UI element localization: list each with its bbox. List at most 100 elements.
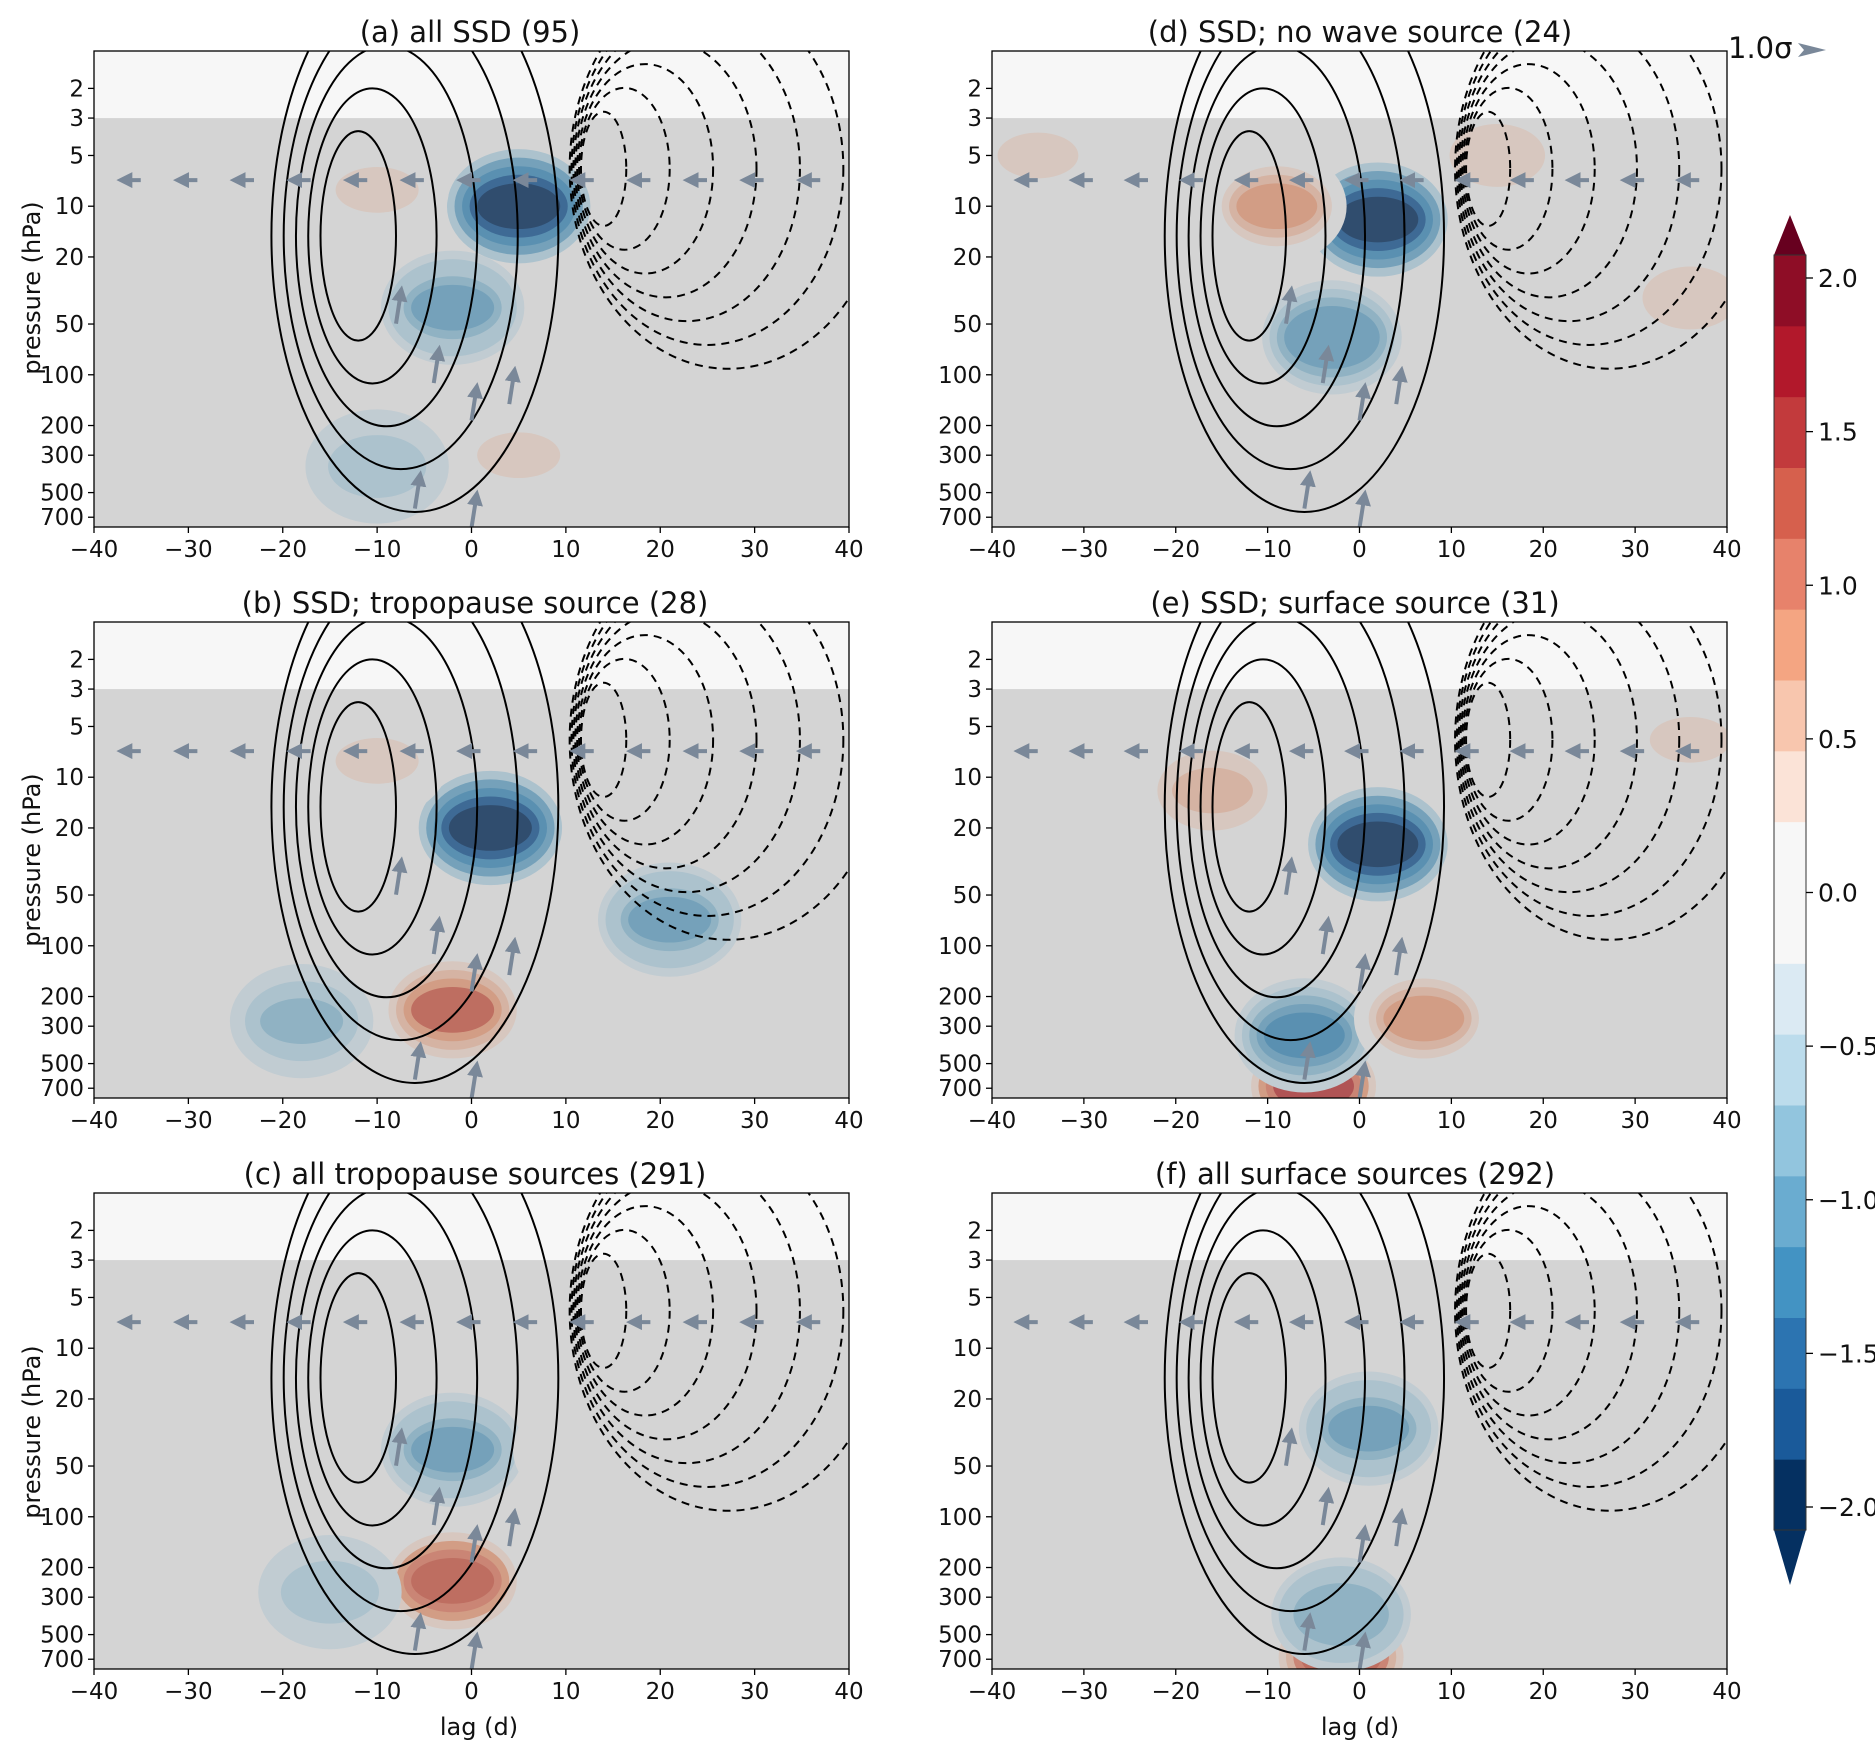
x-tick-label: −40	[70, 1108, 119, 1134]
x-tick-label: −10	[1243, 1108, 1292, 1134]
x-tick-label: −10	[353, 537, 402, 563]
x-tick-label: 10	[1437, 1108, 1466, 1134]
y-tick-label: 3	[967, 1248, 982, 1274]
anomaly-blob	[1649, 716, 1727, 763]
anomaly-blob	[628, 896, 712, 943]
colorbar-tick-label: 1.0	[1818, 571, 1858, 600]
contour-negative	[1457, 1193, 1681, 1465]
contour-negative	[1465, 110, 1512, 227]
colorbar-tick-label: 2.0	[1818, 264, 1858, 293]
colorbar-segment	[1774, 1459, 1806, 1531]
contour-negative	[574, 1193, 758, 1441]
flux-arrow	[504, 936, 521, 976]
x-tick-label: 0	[1352, 1679, 1367, 1705]
anomaly-blob	[260, 998, 344, 1044]
contour-negative	[574, 622, 758, 870]
contour-negative	[579, 681, 628, 798]
contour-positive	[270, 1193, 560, 1655]
anomaly-blob	[760, 250, 844, 297]
x-tick-label: 0	[464, 1679, 479, 1705]
field-layer	[992, 622, 1727, 1098]
flux-arrow	[467, 382, 483, 421]
panel-e: (e) SSD; surface source (31) −40 −30 −20 −1…	[938, 586, 1742, 1134]
y-tick-label: 300	[40, 1014, 84, 1040]
x-tick-label: 30	[1620, 537, 1649, 563]
contour-layer	[270, 51, 849, 513]
colorbar-segment	[1774, 1246, 1806, 1318]
y-tick-label: 500	[40, 1052, 84, 1078]
y-tick-label: 200	[40, 1556, 84, 1582]
y-tick-label: 2	[69, 76, 84, 102]
panel-title: (c) all tropopause sources (291)	[244, 1157, 707, 1191]
contour-negative	[1463, 1228, 1554, 1393]
y-tick-label: 700	[40, 1647, 84, 1673]
x-tick-label: −40	[70, 1679, 119, 1705]
contour-negative	[1465, 681, 1512, 798]
x-tick-label: −20	[1151, 1679, 1200, 1705]
y-tick-label: 500	[40, 1623, 84, 1649]
flux-arrow	[1299, 470, 1316, 509]
anomaly-blob	[1337, 196, 1419, 243]
contour-negative	[570, 622, 845, 917]
y-tick-label: 20	[953, 245, 982, 271]
field-layer	[94, 51, 849, 527]
contour-positive	[1163, 51, 1445, 513]
contour-positive	[307, 87, 438, 385]
x-tick-label: −30	[1060, 1679, 1109, 1705]
flux-arrow	[504, 365, 521, 405]
flux-arrow	[1299, 1041, 1316, 1080]
panel-d: (d) SSD; no wave source (24) −40 −30 −20 −1…	[938, 15, 1742, 563]
x-tick-label: −10	[353, 1108, 402, 1134]
contour-positive	[1211, 1272, 1287, 1484]
anomaly-blob	[1429, 1493, 1511, 1540]
contour-positive	[270, 622, 560, 1084]
contour-layer	[1163, 622, 1727, 1084]
x-tick-label: 10	[1437, 1679, 1466, 1705]
flux-arrow	[1318, 1486, 1335, 1526]
colorbar-extend-down-icon	[1774, 1530, 1806, 1585]
contour-negative	[579, 1252, 628, 1369]
x-tick-label: 20	[1529, 1679, 1558, 1705]
contour-negative	[576, 1205, 715, 1417]
y-tick-label: 300	[938, 1585, 982, 1611]
contour-negative	[568, 622, 849, 941]
colorbar-tick-label: −1.0	[1818, 1186, 1875, 1215]
y-tick-label: 3	[69, 1248, 84, 1274]
flux-arrow	[429, 344, 446, 384]
contour-negative	[1461, 634, 1596, 846]
contour-positive	[294, 1193, 479, 1570]
x-tick-label: 30	[1620, 1679, 1649, 1705]
y-tick-label: 3	[69, 106, 84, 132]
y-tick-label: 5	[967, 714, 982, 740]
panel-f: (f) all surface sources (292) −40 −30 −20−…	[938, 1157, 1742, 1741]
y-tick-label: 2	[967, 1218, 982, 1244]
field-layer	[94, 1193, 849, 1669]
contour-positive	[1211, 130, 1287, 342]
flux-arrow	[1355, 953, 1371, 992]
contour-positive	[1163, 1193, 1445, 1655]
plot-area: −40 −30 −20 −10 0 10 20 30 40 2 3 5 10 20 50 100 200 300 5…	[938, 50, 1742, 563]
quiver-key-label: 1.0σ	[1728, 31, 1793, 65]
x-tick-label: 10	[551, 537, 580, 563]
colorbar: 2.0 1.5 1.0 0.5 0.0 −0.5 −1.0 −1.5 −2.0	[1773, 215, 1875, 1585]
colorbar-segment	[1774, 609, 1806, 681]
flux-arrow	[1355, 382, 1371, 421]
x-tick-label: 40	[1712, 1679, 1741, 1705]
plot-area: −40 −30 −20 −10 0 10 20 30 40 2 3 5 10 20 50 100 200 300 5…	[938, 1192, 1742, 1705]
colorbar-tick-label: 0.0	[1818, 879, 1858, 908]
field-layer	[94, 622, 849, 1098]
x-tick-label: −20	[258, 1679, 307, 1705]
panel-title: (b) SSD; tropopause source (28)	[242, 586, 709, 620]
y-tick-label: 700	[40, 505, 84, 531]
y-tick-label: 50	[953, 1454, 982, 1480]
anomaly-blob	[411, 987, 495, 1033]
flux-arrow	[410, 470, 427, 509]
y-tick-label: 50	[55, 312, 84, 338]
flux-arrow	[1318, 915, 1335, 955]
x-tick-label: −20	[1151, 537, 1200, 563]
colorbar-tick-label: −1.5	[1818, 1339, 1875, 1368]
flux-arrow	[391, 856, 408, 896]
contour-negative	[578, 657, 671, 822]
flux-arrow	[1281, 856, 1298, 896]
